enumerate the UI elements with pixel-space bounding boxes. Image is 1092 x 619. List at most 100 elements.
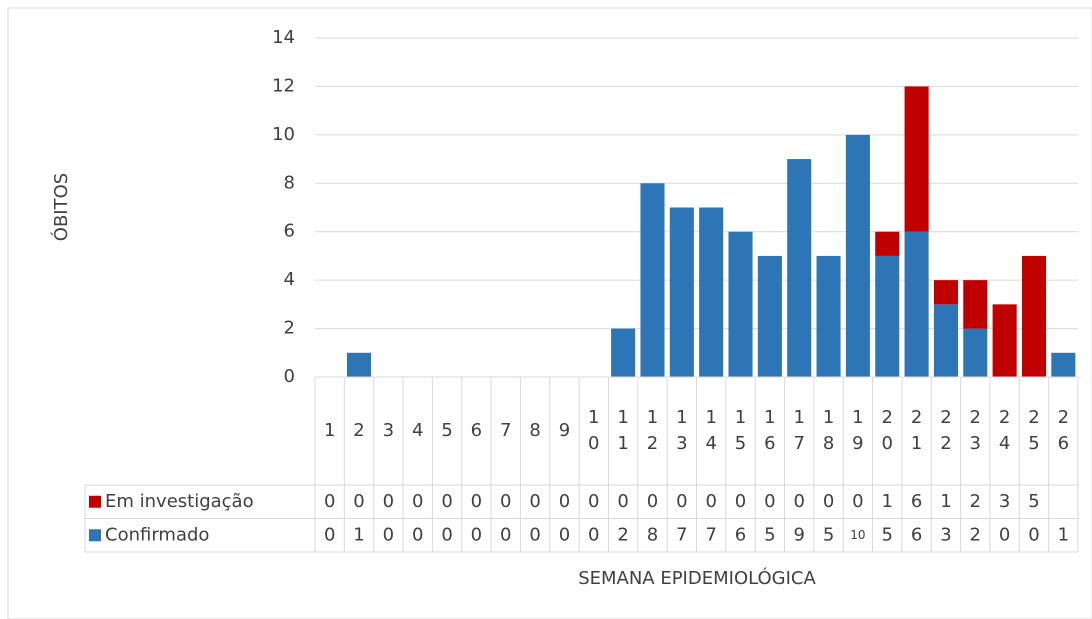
table-value: 5 — [1028, 491, 1039, 512]
table-value: 0 — [529, 524, 540, 545]
x-axis-title: SEMANA EPIDEMIOLÓGICA — [578, 567, 816, 589]
legend-label: Em investigação — [105, 491, 254, 512]
bar — [963, 328, 988, 377]
legend-swatch — [89, 495, 101, 508]
y-tick-label: 14 — [272, 27, 295, 48]
x-tick-label: 8 — [529, 420, 540, 441]
table-value: 0 — [823, 491, 834, 512]
table-value: 10 — [850, 528, 865, 542]
y-tick-label: 10 — [272, 124, 295, 145]
bar — [904, 231, 929, 377]
table-value: 0 — [852, 491, 863, 512]
table-value: 0 — [500, 491, 511, 512]
bar — [933, 304, 958, 377]
y-tick-label: 6 — [284, 221, 295, 242]
chart-frame — [7, 7, 1092, 619]
table-value: 5 — [823, 524, 834, 545]
table-value: 6 — [911, 491, 922, 512]
table-value: 8 — [647, 524, 658, 545]
x-tick-label: 2 — [353, 420, 364, 441]
table-value: 0 — [588, 491, 599, 512]
table-value: 0 — [383, 524, 394, 545]
y-tick-label: 8 — [284, 172, 295, 193]
table-value: 0 — [617, 491, 628, 512]
table-value: 0 — [471, 524, 482, 545]
table-value: 0 — [559, 524, 570, 545]
table-value: 3 — [999, 491, 1010, 512]
bar — [611, 328, 636, 377]
table-value: 0 — [353, 491, 364, 512]
bar — [757, 255, 782, 377]
table-value: 0 — [500, 524, 511, 545]
table-value: 1 — [1058, 524, 1069, 545]
bar — [845, 134, 870, 377]
table-value: 5 — [764, 524, 775, 545]
x-tick-label: 9 — [559, 420, 570, 441]
bar — [875, 231, 900, 256]
table-value: 5 — [882, 524, 893, 545]
bar — [963, 280, 988, 329]
table-value: 0 — [793, 491, 804, 512]
table-value: 0 — [999, 524, 1010, 545]
table-value: 1 — [353, 524, 364, 545]
legend-swatch — [89, 529, 101, 542]
table-value: 7 — [676, 524, 687, 545]
x-tick-label: 7 — [500, 420, 511, 441]
table-value: 0 — [735, 491, 746, 512]
bar — [992, 304, 1017, 377]
table-value: 0 — [676, 491, 687, 512]
table-value: 0 — [412, 491, 423, 512]
y-tick-label: 12 — [272, 75, 295, 96]
table-value: 3 — [940, 524, 951, 545]
x-tick-label: 5 — [441, 420, 452, 441]
x-tick-label: 4 — [412, 420, 423, 441]
bar — [787, 159, 812, 377]
bar — [933, 280, 958, 305]
table-value: 0 — [559, 491, 570, 512]
bar — [1021, 255, 1047, 377]
table-value: 0 — [441, 524, 452, 545]
table-value: 0 — [383, 491, 394, 512]
table-value: 2 — [617, 524, 628, 545]
table-value: 1 — [882, 491, 893, 512]
table-value: 0 — [1028, 524, 1039, 545]
bar — [875, 255, 900, 377]
table-value: 9 — [793, 524, 804, 545]
table-value: 0 — [647, 491, 658, 512]
table-value: 1 — [940, 491, 951, 512]
table-value: 0 — [705, 491, 716, 512]
x-tick-label: 3 — [383, 420, 394, 441]
y-tick-label: 2 — [284, 318, 295, 339]
bar — [346, 352, 372, 377]
x-tick-label: 1 — [324, 420, 335, 441]
table-value: 0 — [471, 491, 482, 512]
table-value: 0 — [324, 491, 335, 512]
bar — [728, 231, 753, 377]
bar — [640, 183, 665, 377]
bar — [816, 255, 841, 377]
table-value: 7 — [705, 524, 716, 545]
y-tick-label: 0 — [284, 366, 295, 387]
y-axis-title: ÓBITOS — [50, 173, 72, 241]
table-value: 0 — [412, 524, 423, 545]
table-value: 6 — [735, 524, 746, 545]
bar — [904, 86, 929, 232]
legend-label: Confirmado — [105, 524, 209, 545]
table-value: 0 — [324, 524, 335, 545]
